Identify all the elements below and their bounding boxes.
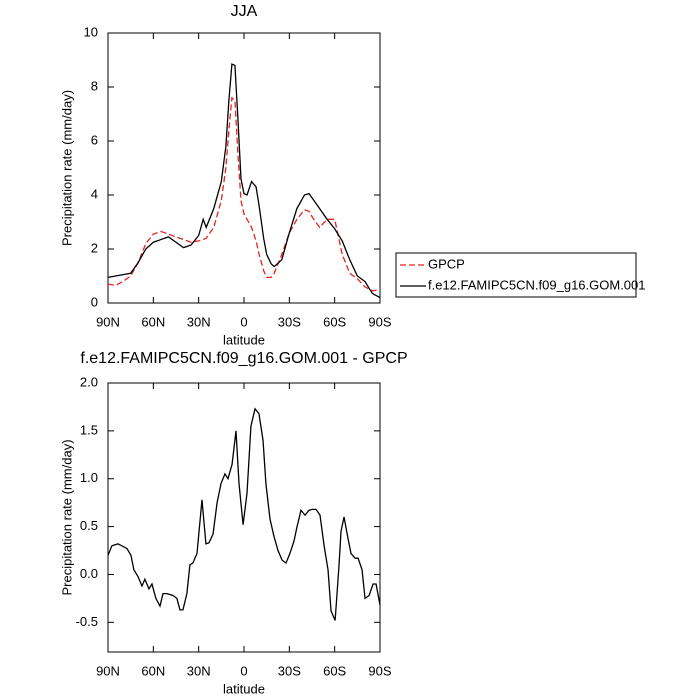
x-tick-label: 60S	[323, 314, 346, 329]
y-tick-label: 10	[84, 24, 98, 39]
x-tick-label: 0	[240, 314, 247, 329]
x-tick-label: 60N	[141, 314, 165, 329]
y-tick-label: 0	[91, 294, 98, 309]
y-tick-label: -0.5	[76, 614, 98, 629]
legend-box	[395, 252, 637, 298]
x-tick-label: 30S	[278, 314, 301, 329]
x-tick-label: 90S	[368, 314, 391, 329]
y-tick-label: 8	[91, 78, 98, 93]
data-line	[107, 407, 381, 621]
x-tick-label: 90N	[96, 663, 120, 678]
x-tick-label: 30N	[187, 314, 211, 329]
x-tick-label: 30N	[187, 663, 211, 678]
x-tick-label: 30S	[278, 663, 301, 678]
x-tick-label: 90S	[368, 663, 391, 678]
x-tick-label: 60S	[323, 663, 346, 678]
y-tick-label: 0.5	[80, 518, 98, 533]
data-line	[107, 63, 381, 299]
plot-frame	[107, 32, 381, 304]
legend-label: GPCP	[428, 256, 465, 271]
y-axis-label: Precipitation rate (mm/day)	[59, 90, 74, 246]
legend-label: f.e12.FAMIPC5CN.f09_g16.GOM.001	[428, 277, 646, 292]
y-tick-label: 2.0	[80, 374, 98, 389]
y-tick-label: 0.0	[80, 566, 98, 581]
y-tick-label: 2	[91, 240, 98, 255]
y-axis-label: Precipitation rate (mm/day)	[59, 439, 74, 595]
y-tick-label: 1.0	[80, 470, 98, 485]
y-tick-label: 1.5	[80, 422, 98, 437]
y-tick-label: 6	[91, 132, 98, 147]
x-tick-label: 0	[240, 663, 247, 678]
x-axis-label: latitude	[223, 332, 265, 347]
x-tick-label: 60N	[141, 663, 165, 678]
chart-title: JJA	[231, 3, 258, 20]
x-tick-label: 90N	[96, 314, 120, 329]
x-axis-label: latitude	[223, 681, 265, 696]
chart-title: f.e12.FAMIPC5CN.f09_g16.GOM.001 - GPCP	[80, 350, 407, 367]
data-line	[107, 96, 381, 292]
y-tick-label: 4	[91, 186, 98, 201]
